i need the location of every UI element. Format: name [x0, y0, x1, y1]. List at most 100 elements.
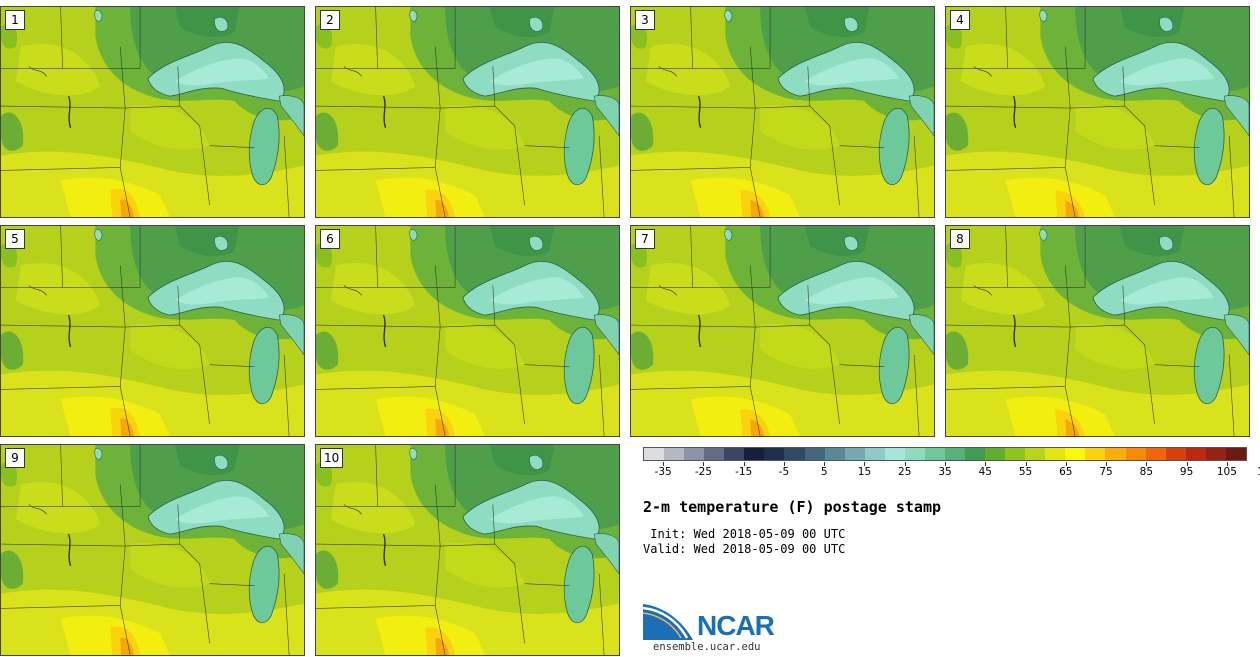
temperature-map	[1, 445, 304, 655]
colorbar-tick	[1065, 462, 1067, 466]
ensemble-member-panel: 1	[0, 6, 305, 218]
member-number-label: 4	[950, 10, 970, 30]
colorbar-tick-label: 15	[857, 466, 872, 478]
ensemble-member-panel: 2	[315, 6, 620, 218]
colorbar-swatch	[1085, 448, 1106, 460]
temperature-map	[316, 445, 619, 655]
colorbar-tick	[1146, 462, 1148, 466]
product-title: 2-m temperature (F) postage stamp	[643, 498, 942, 516]
member-number-label: 6	[320, 229, 340, 249]
colorbar-tick	[743, 462, 745, 466]
ensemble-member-panel: 8	[945, 225, 1250, 437]
colorbar-tick	[864, 462, 866, 466]
colorbar-tick-label: 95	[1179, 466, 1194, 478]
colorbar-swatch	[904, 448, 925, 460]
colorbar-tick-label: 75	[1099, 466, 1113, 478]
ncar-swoosh-icon	[643, 604, 693, 640]
colorbar-tick	[945, 462, 946, 466]
colorbar-tick-label: 55	[1018, 466, 1033, 478]
ensemble-member-panel: 3	[630, 6, 935, 218]
colorbar-swatch	[944, 448, 965, 460]
colorbar-tick	[1106, 462, 1108, 466]
colorbar-tick	[783, 462, 785, 466]
colorbar-ticks: -35 -25 -15 -5 5 15 25 35 45 55 65 75 85 95 105 115	[643, 462, 1260, 478]
ensemble-member-panel: 10	[315, 444, 620, 656]
ncar-logo: NCAR ensemble.ucar.edu	[643, 600, 803, 653]
colorbar-tick-label: 45	[978, 466, 992, 478]
ensemble-member-panel: 6	[315, 225, 620, 437]
member-number-label: 5	[5, 229, 25, 249]
logo-url: ensemble.ucar.edu	[653, 641, 761, 653]
colorbar-tick-label: -15	[735, 466, 753, 478]
member-number-label: 9	[5, 448, 25, 468]
colorbar-swatch	[824, 448, 845, 460]
colorbar-swatch	[644, 448, 665, 460]
colorbar-tick	[904, 462, 906, 466]
colorbar-swatch	[1065, 448, 1086, 460]
colorbar-swatch	[1145, 448, 1166, 460]
colorbar-swatch	[1225, 448, 1246, 460]
colorbar-swatch	[1125, 448, 1146, 460]
colorbar-swatch	[784, 448, 805, 460]
colorbar-swatch	[1045, 448, 1066, 460]
colorbar-swatch	[1005, 448, 1026, 460]
colorbar-tick-label: -35	[654, 466, 672, 478]
colorbar-swatch	[965, 448, 986, 460]
colorbar-swatch	[985, 448, 1006, 460]
colorbar-swatch	[1205, 448, 1226, 460]
temperature-map	[631, 226, 934, 436]
colorbar-tick-label: -25	[694, 466, 712, 478]
colorbar-tick-label: 115	[1257, 466, 1260, 478]
member-number-label: 7	[635, 229, 655, 249]
temperature-map	[316, 226, 619, 436]
colorbar-swatch	[684, 448, 705, 460]
colorbar-tick	[703, 462, 705, 466]
temperature-map	[946, 7, 1249, 217]
colorbar-swatch	[1025, 448, 1046, 460]
temperature-map	[946, 226, 1249, 436]
member-number-label: 8	[950, 229, 970, 249]
member-number-label: 3	[635, 10, 655, 30]
member-number-label: 1	[5, 10, 25, 30]
colorbar-swatch	[924, 448, 945, 460]
temperature-map	[631, 7, 934, 217]
colorbar-tick	[824, 462, 826, 466]
colorbar-swatch	[664, 448, 685, 460]
colorbar-swatch	[1105, 448, 1126, 460]
colorbar-swatch	[884, 448, 905, 460]
colorbar-tick-label: 65	[1059, 466, 1073, 478]
member-number-label: 2	[320, 10, 340, 30]
colorbar-swatch	[764, 448, 785, 460]
colorbar-tick-label: 5	[820, 466, 828, 478]
logo-wordmark: NCAR	[697, 610, 775, 641]
colorbar-tick-label: 105	[1216, 466, 1237, 478]
temperature-map	[316, 7, 619, 217]
colorbar-swatch	[704, 448, 725, 460]
ensemble-member-panel: 7	[630, 225, 935, 437]
colorbar-tick	[663, 462, 665, 466]
colorbar-tick-label: 25	[898, 466, 912, 478]
colorbar-tick	[985, 462, 987, 466]
colorbar-swatch	[804, 448, 825, 460]
colorbar-tick	[1025, 462, 1027, 466]
member-number-label: 10	[320, 448, 344, 468]
colorbar-swatch	[744, 448, 765, 460]
ensemble-member-panel: 9	[0, 444, 305, 656]
colorbar-swatch	[844, 448, 865, 460]
valid-time: Valid: Wed 2018-05-09 00 UTC	[643, 542, 846, 556]
colorbar-swatch	[1165, 448, 1186, 460]
colorbar-tick-label: 35	[938, 466, 952, 478]
colorbar	[643, 447, 1247, 461]
colorbar-tick	[1186, 462, 1188, 466]
colorbar-tick-label: -5	[778, 466, 790, 478]
temperature-map	[1, 226, 304, 436]
ensemble-member-panel: 5	[0, 225, 305, 437]
colorbar-swatch	[724, 448, 745, 460]
colorbar-tick-label: 85	[1139, 466, 1154, 478]
init-time: Init: Wed 2018-05-09 00 UTC	[643, 527, 846, 541]
colorbar-swatch	[864, 448, 885, 460]
temperature-map	[1, 7, 304, 217]
colorbar-swatch	[1185, 448, 1206, 460]
ensemble-member-panel: 4	[945, 6, 1250, 218]
colorbar-tick	[1226, 462, 1228, 466]
